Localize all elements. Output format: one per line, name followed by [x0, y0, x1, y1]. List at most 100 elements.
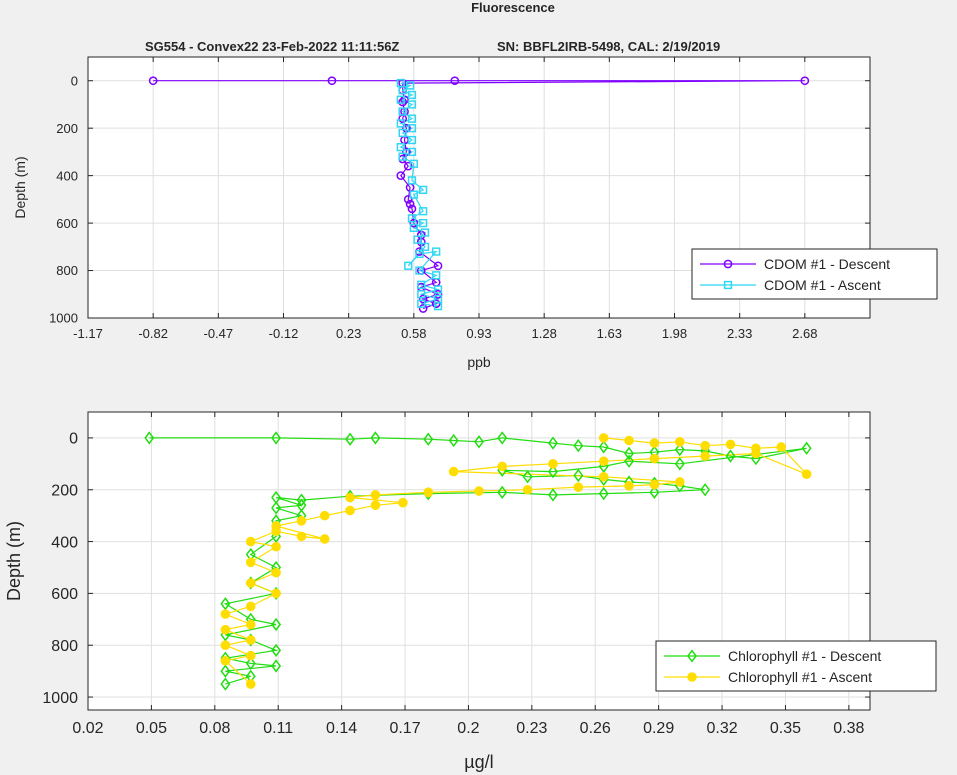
chlorophyll-1-ascent-point	[271, 541, 281, 552]
chlorophyll-1-descent-point	[271, 501, 282, 515]
cdom-1-descent-point	[409, 218, 419, 228]
cdom-1-descent-legend-label: CDOM #1 - Descent	[764, 256, 890, 272]
chlorophyll-1-descent-point	[423, 432, 434, 446]
chlorophyll-1-descent-point	[271, 643, 282, 658]
chlorophyll-1-descent-point	[573, 468, 584, 483]
chlorophyll-1-ascent-point	[548, 459, 558, 469]
chlorophyll-1-descent-point	[220, 677, 231, 691]
chlorophyll-1-descent-point	[649, 485, 660, 499]
chlorophyll-1-descent-point	[370, 431, 381, 445]
cdom-1-descent-point	[800, 76, 810, 86]
chlorophyll-1-ascent-point	[700, 440, 710, 451]
cdom-1-ascent-point	[409, 190, 418, 199]
cdom-1-ascent-point	[420, 228, 430, 237]
chlorophyll-1-descent-legend-label: Chlorophyll #1 - Descent	[728, 648, 881, 664]
chlorophyll-1-ascent-point	[271, 567, 281, 578]
chlorophyll-1-ascent-point	[271, 526, 281, 537]
cdom-1-descent-point	[148, 76, 158, 86]
cdom-1-descent-point	[433, 289, 443, 299]
cdom-1-ascent-point	[432, 247, 441, 256]
chlorophyll-x-tick-label: 0.05	[136, 720, 167, 737]
chlorophyll-1-ascent-legend-label: Chlorophyll #1 - Ascent	[728, 669, 872, 685]
chlorophyll-1-descent-point	[497, 431, 508, 445]
chlorophyll-1-ascent-point	[271, 588, 281, 599]
cdom-x-tick-label: 1.98	[662, 326, 687, 341]
cdom-1-ascent-point	[398, 152, 407, 161]
cdom-1-ascent-point	[407, 114, 417, 123]
cdom-1-ascent-point	[407, 100, 417, 109]
chlorophyll-x-tick-label: 0.23	[516, 720, 547, 737]
cdom-x-tick-label: -0.82	[138, 326, 168, 341]
cdom-1-ascent-point	[407, 147, 417, 157]
cdom-1-descent-point	[396, 171, 406, 180]
chlorophyll-x-tick-label: 0.02	[72, 720, 103, 737]
chlorophyll-1-ascent-point	[598, 456, 609, 467]
chlorophyll-1-ascent-point	[649, 453, 660, 464]
cdom-1-descent-point	[433, 261, 443, 271]
chlorophyll-1-descent-point	[801, 441, 812, 455]
cdom-y-tick-label: 200	[56, 121, 78, 136]
chlorophyll-1-ascent-legend-marker	[687, 672, 697, 682]
chlorophyll-1-ascent-point	[345, 505, 355, 516]
cdom-1-ascent-point	[407, 176, 417, 185]
chlorophyll-1-descent-point	[547, 488, 558, 502]
chlorophyll-1-ascent-point	[725, 439, 736, 450]
cdom-x-tick-label: 1.28	[532, 326, 557, 341]
chlorophyll-1-ascent-point	[649, 438, 660, 448]
chlorophyll-1-ascent-point	[474, 486, 484, 496]
cdom-1-descent-point	[418, 294, 428, 304]
chlorophyll-1-descent-point	[547, 436, 558, 450]
cdom-1-ascent-point	[413, 235, 422, 244]
cdom-1-descent-point	[418, 304, 428, 313]
chlorophyll-1-descent-point	[674, 457, 685, 471]
chlorophyll-1-ascent-point	[801, 469, 812, 479]
chlorophyll-1-descent-point	[573, 439, 584, 453]
chlorophyll-y-axis-label: Depth (m)	[4, 521, 24, 601]
chlorophyll-1-descent-line	[149, 437, 807, 685]
cdom-1-descent-point	[327, 76, 337, 86]
chlorophyll-1-descent-point	[522, 470, 533, 484]
chlorophyll-1-ascent-point	[649, 479, 660, 490]
chlorophyll-1-descent-point	[547, 464, 558, 479]
chlorophyll-1-descent-point	[674, 442, 685, 457]
cdom-1-ascent-point	[433, 285, 443, 294]
cdom-1-ascent-point	[420, 242, 430, 251]
cdom-1-ascent-point	[409, 159, 418, 168]
chlorophyll-1-descent-point	[700, 483, 711, 497]
chlorophyll-1-ascent-point	[624, 481, 634, 491]
chlorophyll-1-descent-point	[448, 433, 459, 448]
cdom-x-tick-label: 2.68	[792, 326, 817, 341]
chlorophyll-1-descent-point	[220, 597, 231, 611]
cdom-1-descent-point	[450, 76, 460, 86]
cdom-1-descent-point	[403, 195, 413, 204]
cdom-1-descent-point	[407, 204, 417, 214]
chlorophyll-1-descent-point	[624, 454, 635, 468]
cdom-1-ascent-legend-marker	[723, 280, 733, 290]
cdom-1-ascent-point	[398, 107, 407, 116]
chlorophyll-x-axis-label: µg/l	[464, 752, 493, 772]
cdom-1-descent-point	[405, 199, 415, 209]
cdom-1-ascent-point	[432, 271, 441, 280]
chlorophyll-1-ascent-point	[245, 601, 256, 612]
chlorophyll-1-ascent-point	[220, 640, 231, 651]
chlorophyll-1-ascent-point	[700, 451, 710, 461]
chlorophyll-1-ascent-point	[245, 557, 256, 568]
cdom-1-ascent-point	[415, 249, 424, 259]
chlorophyll-1-descent-point	[497, 485, 508, 499]
chlorophyll-y-tick-label: 400	[51, 534, 78, 551]
chlorophyll-x-tick-label: 0.38	[833, 720, 864, 737]
chlorophyll-1-descent-point	[474, 435, 484, 449]
cdom-x-tick-label: -1.17	[73, 326, 103, 341]
cdom-1-ascent-point	[404, 261, 413, 270]
cdom-1-ascent-point	[405, 81, 415, 90]
cdom-y-tick-label: 1000	[49, 311, 78, 326]
chlorophyll-x-tick-label: 0.14	[326, 720, 357, 737]
chlorophyll-x-tick-label: 0.11	[263, 720, 293, 737]
chlorophyll-1-ascent-point	[776, 442, 787, 452]
chlorophyll-y-tick-label: 0	[69, 431, 78, 448]
cdom-1-ascent-point	[433, 301, 443, 311]
cdom-x-tick-label: 1.63	[597, 326, 622, 341]
chlorophyll-1-descent-point	[220, 664, 231, 678]
chlorophyll-y-tick-label: 1000	[42, 690, 78, 707]
